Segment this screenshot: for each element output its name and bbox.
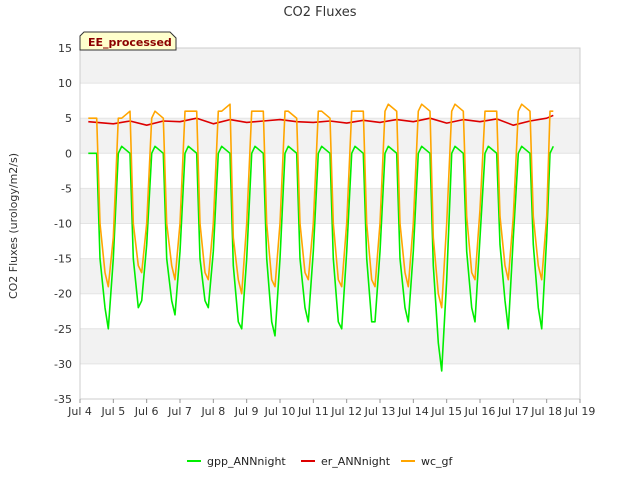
series-layer: [88, 103, 555, 372]
plot-frame: [79, 47, 581, 400]
x-tick-label: Jul 15: [430, 405, 462, 418]
x-tick-label: Jul 14: [397, 405, 429, 418]
y-tick-label: 0: [65, 147, 72, 160]
x-tick-label: Jul 4: [67, 405, 92, 418]
y-axis-label: CO2 Fluxes (urology/m2/s): [7, 153, 20, 299]
x-tick-label: Jul 19: [564, 405, 596, 418]
legend: gpp_ANNnight er_ANNnight wc_gf: [187, 455, 454, 468]
y-tick-label: -15: [54, 253, 72, 266]
band: [80, 188, 580, 224]
series-line-wc_gf: [88, 103, 554, 309]
legend-label-wc_gf: wc_gf: [421, 455, 454, 468]
x-tick-label: Jul 5: [100, 405, 125, 418]
y-tick-label: 5: [65, 112, 72, 125]
x-tick-label: Jul 8: [200, 405, 225, 418]
x-tick-label: Jul 13: [364, 405, 396, 418]
y-tick-label: -25: [54, 323, 72, 336]
legend-label-gpp_ANNnight: gpp_ANNnight: [207, 455, 286, 468]
y-tick-label: 15: [58, 42, 72, 55]
y-axis-ticks: 15 10 5 0 -5 -10 -15 -20 -25 -30 -35: [54, 42, 72, 406]
x-tick-label: Jul 10: [264, 405, 296, 418]
badge: EE_processed: [79, 31, 177, 51]
chart-title: CO2 Fluxes: [283, 5, 356, 20]
y-tick-label: -5: [61, 182, 72, 195]
x-tick-label: Jul 17: [497, 405, 529, 418]
band: [80, 328, 580, 364]
legend-label-er_ANNnight: er_ANNnight: [321, 455, 391, 468]
band: [80, 48, 580, 84]
x-tick-label: Jul 9: [234, 405, 259, 418]
y-tick-label: -30: [54, 358, 72, 371]
band: [80, 258, 580, 294]
y-tick-label: 10: [58, 77, 72, 90]
x-tick-label: Jul 7: [167, 405, 192, 418]
y-tick-label: -35: [54, 393, 72, 406]
x-tick-label: Jul 6: [134, 405, 159, 418]
x-tick-label: Jul 16: [464, 405, 496, 418]
badge-label: EE_processed: [88, 36, 172, 49]
background-bands: [80, 48, 580, 364]
x-axis-ticks: Jul 4 Jul 5 Jul 6 Jul 7 Jul 8 Jul 9 Jul 10 Jul …: [67, 399, 595, 418]
x-tick-label: Jul 12: [330, 405, 362, 418]
y-tick-label: -10: [54, 218, 72, 231]
badge-box: [79, 31, 177, 51]
series-line-gpp_ANNnight: [88, 145, 555, 372]
x-tick-label: Jul 18: [530, 405, 562, 418]
y-tick-label: -20: [54, 288, 72, 301]
x-tick-label: Jul 11: [297, 405, 329, 418]
